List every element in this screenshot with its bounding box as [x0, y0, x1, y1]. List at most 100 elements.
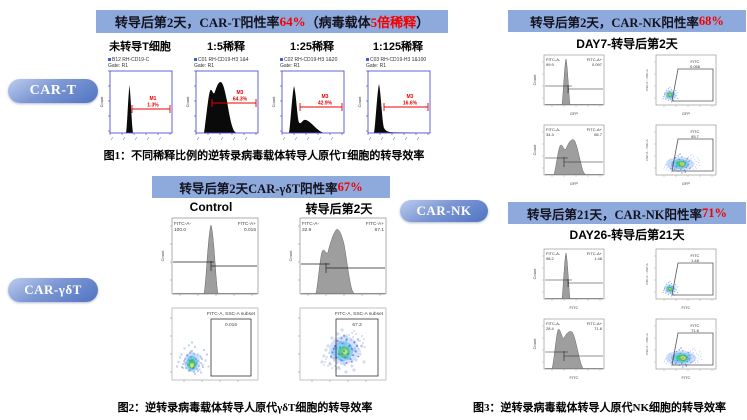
nk-day26-scatter-transduced: FSC-A :: FSC-A FITC FITC 71.6: [645, 318, 717, 380]
car-nk-day21-percent: 71%: [702, 205, 727, 220]
x-axis-label: GFP: [682, 181, 691, 186]
car-t-panel-1to125: 1:125稀释 C03 RH-CD19-H3 1&100 Gate: R1 Co…: [356, 38, 440, 150]
neg-gate-label: FITC-A-: [546, 251, 561, 256]
flow-histogram: Count M3 42.9%: [271, 70, 345, 141]
marker-name: M1: [150, 96, 157, 102]
pos-gate-label: FITC-A+: [366, 221, 384, 227]
figure3-caption: 图3：逆转录病毒载体转导人原代NK细胞的转导效率: [473, 402, 726, 414]
flow-histogram: Count M3 16.6%: [357, 70, 431, 141]
scatter-gate-label: FITC: [691, 323, 700, 328]
car-t-panel-1to25: 1:25稀释 C02 RH-CD19-H3 1&20 Gate: R1 Coun…: [270, 38, 354, 150]
column-header: 未转导T细胞: [109, 41, 171, 53]
pos-gate-label: FITC-A+: [238, 221, 256, 227]
pos-gate-value: 65.7: [594, 132, 603, 137]
gdt-scatter-control: FITC-A, SSC-A subset 0.016: [170, 307, 259, 382]
y-axis-label: FSC-A :: FSC-A: [645, 333, 649, 354]
neg-gate-value: 28.4: [546, 326, 555, 331]
y-axis-label: Count: [99, 96, 104, 108]
car-nk-subtitle-day7: DAY7-转导后第2天: [576, 37, 678, 51]
scatter-gate-label: FITC: [691, 129, 700, 134]
marker-name: M3: [237, 90, 244, 96]
neg-gate-label: FITC-A-: [302, 221, 319, 227]
x-axis-label: GFP: [682, 111, 691, 116]
car-t-title-percent: 64%: [279, 13, 306, 29]
column-header: 1:25稀释: [289, 41, 335, 53]
marker-name: M3: [322, 94, 329, 100]
car-gdt-badge: CAR-γδT: [8, 278, 98, 302]
y-axis-label: Count: [160, 250, 165, 262]
car-nk-title-bar-day2: 转导后第2天，CAR-NK阳性率 68%: [508, 10, 746, 32]
neg-gate-label: FITC-A-: [174, 221, 191, 227]
x-axis-label: FITC: [682, 375, 691, 380]
pos-gate-label: FITC-A+: [587, 57, 603, 62]
car-nk-day2-percent: 68%: [698, 13, 724, 28]
nk-day7-histogram-control: Count GFP FITC-A- 99.9 FITC-A+ 0.097: [532, 54, 605, 116]
nk-day7-scatter-control: FSC-A :: FSC-A GFP FITC 0.056: [645, 54, 717, 116]
neg-gate-value: 99.9: [546, 62, 555, 67]
y-axis-label: FSC-A :: FSC-A: [645, 69, 649, 90]
y-axis-label: FSC-A :: FSC-A: [645, 263, 649, 284]
car-t-badge: CAR-T: [8, 79, 98, 103]
flow-histogram: Count M3 64.3%: [185, 70, 259, 141]
scatter-gate-value: 67.3: [352, 322, 362, 328]
pos-gate-value: 67.1: [375, 227, 385, 233]
sample-bullet-icon: [366, 58, 369, 61]
y-axis-label: Count: [357, 96, 362, 108]
pos-gate-value: 0.097: [592, 62, 603, 67]
car-t-title-dilution: 5倍稀释: [370, 15, 417, 30]
y-axis-label: Count: [271, 96, 276, 108]
nk-day7-histogram-transduced: Count GFP FITC-A- 34.3 FITC-A+ 65.7: [532, 124, 605, 186]
sample-bullet-icon: [108, 58, 111, 61]
gdt-scatter-day2: FITC-A, SSC-A subset 67.3: [298, 307, 387, 382]
car-gdt-title-bar: 转导后第2天CAR-γδT阳性率 67%: [152, 176, 390, 198]
car-gdt-title-percent: 67%: [337, 179, 363, 194]
marker-percent: 16.6%: [403, 101, 418, 107]
neg-gate-value: 98.2: [546, 256, 555, 261]
car-nk-badge: CAR-NK: [400, 200, 488, 222]
sample-label: C01 RH-CD19-H3 1&4 Gate: R1: [194, 57, 249, 69]
x-axis-label: GFP: [570, 181, 579, 186]
y-axis-label: Count: [288, 250, 293, 262]
pos-gate-value: 1.48: [594, 256, 603, 261]
pos-gate-value: 0.016: [244, 227, 256, 233]
x-axis-label: FITC: [570, 305, 579, 310]
neg-gate-label: FITC-A-: [546, 321, 561, 326]
gdt-histogram-control: Count FITC-A- 100.0 FITC-A+ 0.016: [160, 217, 259, 296]
column-header-day2: 转导后第2天: [305, 202, 373, 216]
flow-histogram: Count M1 1.3%: [99, 70, 173, 141]
x-axis-label: GFP: [570, 111, 579, 116]
gdt-histogram-day2: Count FITC-A- 32.9 FITC-A+ 67.1: [288, 217, 387, 296]
car-t-panel-untransduced: 未转导T细胞 B12 RH-CD19-C Gate: R1 Count M1 1…: [98, 38, 182, 150]
nk-day26-histogram-transduced: Count FITC FITC-A- 28.4 FITC-A+ 71.6: [532, 318, 605, 380]
neg-gate-value: 34.3: [546, 132, 555, 137]
car-nk-subtitle-day26: DAY26-转导后第21天: [569, 228, 685, 242]
scatter-gate-value: 0.056: [690, 64, 701, 69]
neg-gate-value: 32.9: [302, 227, 312, 233]
scatter-gate-value: 65.7: [691, 134, 700, 139]
car-t-title-text: 转导后第2天，CAR-T阳性率: [114, 15, 280, 30]
neg-gate-value: 100.0: [174, 227, 186, 233]
neg-gate-label: FITC-A-: [546, 57, 561, 62]
sample-label: C03 RH-CD19-H3 1&100 Gate: R1: [366, 57, 427, 69]
scatter-gate-label: FITC: [691, 253, 700, 258]
car-t-title-bar: 转导后第2天，CAR-T阳性率 64% （病毒载体 5倍稀释）: [96, 10, 448, 33]
column-header: 1:5稀释: [207, 41, 245, 53]
scatter-gate-value: 0.016: [225, 322, 237, 328]
figure1-caption: 图1：不同稀释比例的逆转录病毒载体转导人原代T细胞的转导效率: [103, 150, 425, 162]
neg-gate-label: FITC-A-: [546, 127, 561, 132]
y-axis-label: Count: [532, 144, 537, 156]
figure2-caption: 图2：逆转录病毒载体转导人原代γδT细胞的转导效率: [117, 402, 373, 414]
nk-day26-scatter-control: FSC-A :: FSC-A FITC FITC 1.48: [645, 248, 717, 310]
scatter-gate-value: 71.6: [691, 328, 700, 333]
pos-gate-value: 71.6: [594, 326, 603, 331]
nk-day7-scatter-transduced: FSC-A :: FSC-A GFP FITC 65.7: [645, 124, 717, 186]
scatter-gate-label: FITC: [691, 59, 700, 64]
marker-percent: 1.3%: [147, 103, 159, 109]
y-axis-label: Count: [532, 268, 537, 280]
scatter-gate-value: 1.48: [691, 258, 700, 263]
x-axis-label: FITC: [570, 375, 579, 380]
pos-gate-label: FITC-A+: [587, 321, 603, 326]
sample-label: C02 RH-CD19-H3 1&20 Gate: R1: [280, 57, 338, 69]
column-header: 1:125稀释: [372, 41, 424, 53]
scatter-gate-label: FITC-A, SSC-A subset: [207, 311, 256, 317]
